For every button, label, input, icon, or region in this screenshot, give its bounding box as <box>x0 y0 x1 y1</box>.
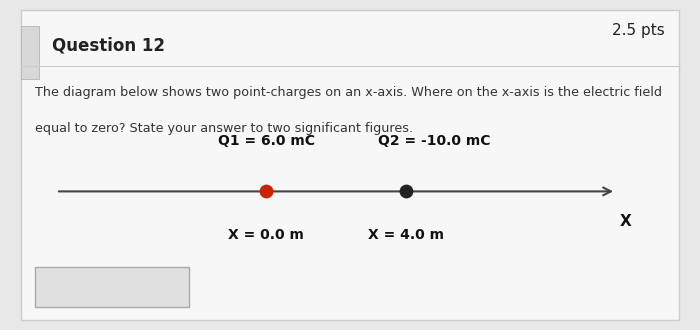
Text: X = 4.0 m: X = 4.0 m <box>368 228 444 242</box>
Text: Q2 = -10.0 mC: Q2 = -10.0 mC <box>378 135 490 148</box>
Text: X = 0.0 m: X = 0.0 m <box>228 228 304 242</box>
Text: Q1 = 6.0 mC: Q1 = 6.0 mC <box>218 135 314 148</box>
Point <box>400 189 412 194</box>
Point <box>260 189 272 194</box>
Text: 2.5 pts: 2.5 pts <box>612 23 665 38</box>
Text: The diagram below shows two point-charges on an x-axis. Where on the x-axis is t: The diagram below shows two point-charge… <box>35 86 662 99</box>
Text: equal to zero? State your answer to two significant figures.: equal to zero? State your answer to two … <box>35 122 413 135</box>
FancyBboxPatch shape <box>21 26 38 79</box>
Text: Question 12: Question 12 <box>52 36 165 54</box>
FancyBboxPatch shape <box>21 10 679 320</box>
Text: X: X <box>620 214 631 229</box>
FancyBboxPatch shape <box>35 267 189 307</box>
